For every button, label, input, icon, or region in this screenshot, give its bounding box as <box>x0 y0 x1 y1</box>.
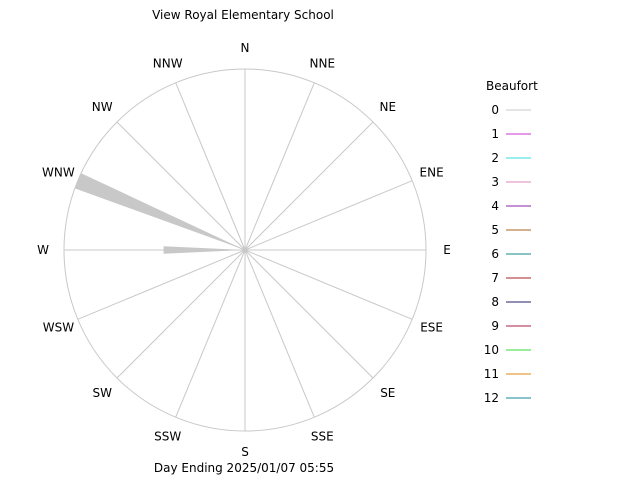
spoke-nw <box>116 121 246 251</box>
direction-label-ne: NE <box>380 100 397 114</box>
spoke-sse <box>244 249 315 418</box>
legend-label-2: 2 <box>491 151 499 165</box>
legend-label-11: 11 <box>484 367 499 381</box>
direction-label-se: SE <box>380 386 395 400</box>
petal-w-beaufort-0 <box>163 246 245 254</box>
direction-label-n: N <box>241 41 250 55</box>
legend-label-8: 8 <box>491 295 499 309</box>
data-petals <box>74 173 245 254</box>
spoke-ese <box>244 249 413 320</box>
direction-label-sw: SW <box>92 386 112 400</box>
legend-label-12: 12 <box>484 391 499 405</box>
spoke-sw <box>116 249 246 379</box>
legend-label-7: 7 <box>491 271 499 285</box>
direction-label-sse: SSE <box>311 430 334 444</box>
petal-wnw-beaufort-0 <box>74 173 245 250</box>
spoke-ne <box>244 121 374 251</box>
legend-label-1: 1 <box>491 127 499 141</box>
legend-label-9: 9 <box>491 319 499 333</box>
spoke-wsw <box>77 249 246 320</box>
legend-title: Beaufort <box>486 79 538 93</box>
rose-plot: N NNE NE ENE E ESE SE SSE S SSW SW WSW W WNW NW NNW <box>37 41 451 459</box>
direction-label-nw: NW <box>92 100 113 114</box>
direction-label-s: S <box>241 445 249 459</box>
chart-title: View Royal Elementary School <box>152 8 334 22</box>
spoke-ene <box>244 180 413 251</box>
legend-label-0: 0 <box>491 103 499 117</box>
direction-label-w: W <box>37 243 49 257</box>
direction-label-wnw: WNW <box>42 166 75 180</box>
spoke-se <box>244 249 374 379</box>
direction-label-ene: ENE <box>420 166 444 180</box>
direction-label-nne: NNE <box>310 56 336 70</box>
legend-label-5: 5 <box>491 223 499 237</box>
direction-labels: N NNE NE ENE E ESE SE SSE S SSW SW WSW W WNW NW NNW <box>37 41 451 459</box>
spoke-ssw <box>175 249 246 418</box>
legend-label-4: 4 <box>491 199 499 213</box>
legend-label-3: 3 <box>491 175 499 189</box>
legend-label-6: 6 <box>491 247 499 261</box>
direction-label-nnw: NNW <box>153 56 183 70</box>
chart-footer: Day Ending 2025/01/07 05:55 <box>154 461 334 475</box>
direction-label-ese: ESE <box>420 320 443 334</box>
direction-label-ssw: SSW <box>154 430 181 444</box>
direction-label-e: E <box>443 243 451 257</box>
legend-label-10: 10 <box>484 343 499 357</box>
spoke-nne <box>244 82 315 251</box>
direction-label-wsw: WSW <box>43 320 74 334</box>
spoke-nnw <box>175 82 246 251</box>
